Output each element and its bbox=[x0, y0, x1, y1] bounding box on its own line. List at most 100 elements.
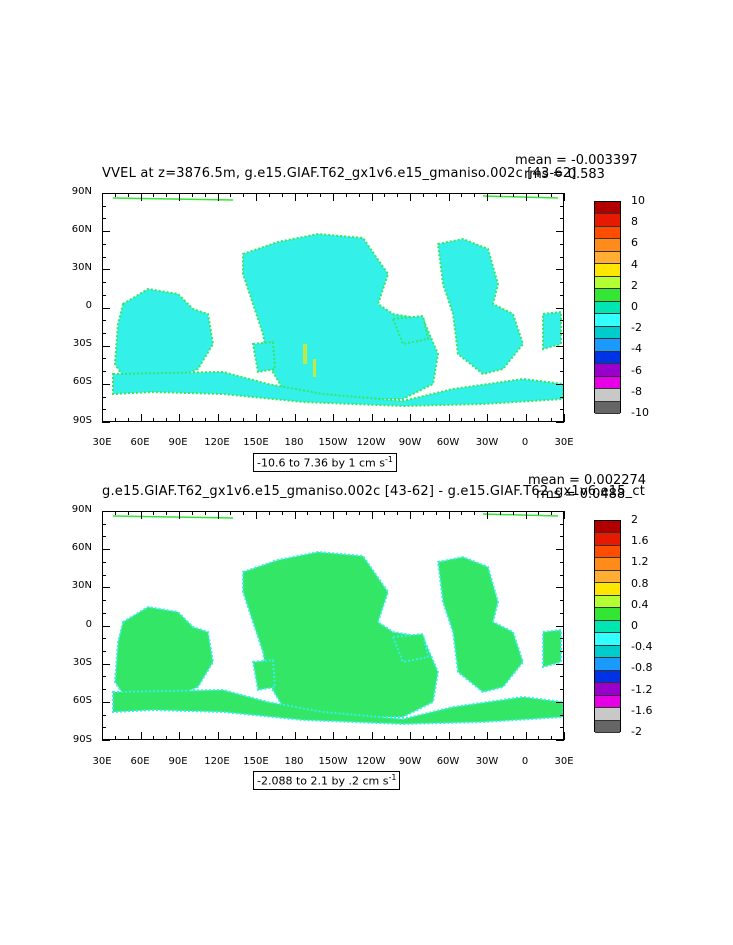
axis-tick bbox=[230, 736, 232, 740]
axis-tick bbox=[448, 414, 450, 422]
axis-tick bbox=[268, 418, 270, 422]
colorbar-swatch bbox=[595, 351, 620, 365]
axis-tick bbox=[268, 511, 270, 515]
axis-tick bbox=[204, 193, 206, 197]
axis-tick bbox=[499, 418, 501, 422]
axis-tick bbox=[556, 511, 564, 512]
range-text: -2.088 to 2.1 by .2 cm s bbox=[257, 774, 389, 788]
axis-tick bbox=[102, 414, 103, 422]
axis-tick bbox=[525, 511, 527, 519]
axis-tick bbox=[560, 689, 564, 691]
axis-tick bbox=[230, 511, 232, 515]
axis-tick bbox=[243, 511, 245, 515]
axis-tick bbox=[564, 732, 565, 740]
axis-tick bbox=[556, 663, 564, 665]
axis-tick bbox=[560, 561, 564, 563]
axis-tick bbox=[560, 358, 564, 360]
axis-tick bbox=[538, 511, 540, 515]
axis-tick bbox=[474, 511, 476, 515]
colorbar-swatch bbox=[595, 276, 620, 290]
lat-label: 0 bbox=[85, 300, 92, 311]
axis-tick bbox=[560, 409, 564, 411]
axis-tick bbox=[410, 732, 411, 740]
axis-tick bbox=[243, 736, 245, 740]
lon-label: 120E bbox=[204, 437, 230, 448]
colorbar-swatch bbox=[595, 633, 620, 646]
axis-tick bbox=[217, 511, 219, 519]
axis-tick bbox=[268, 193, 270, 197]
colorbar-swatch bbox=[595, 558, 620, 571]
axis-tick bbox=[102, 320, 106, 322]
axis-tick bbox=[102, 231, 110, 233]
colorbar-swatch bbox=[595, 620, 620, 634]
axis-tick bbox=[474, 736, 476, 740]
axis-tick bbox=[204, 418, 206, 422]
axis-tick bbox=[551, 511, 553, 515]
axis-tick bbox=[191, 193, 193, 197]
range-box: -10.6 to 7.36 by 1 cm s-1 bbox=[253, 453, 397, 472]
axis-tick bbox=[560, 371, 564, 373]
axis-tick bbox=[140, 732, 142, 740]
axis-tick bbox=[102, 650, 106, 652]
axis-tick bbox=[538, 736, 540, 740]
axis-tick bbox=[102, 587, 110, 589]
range-sup: -1 bbox=[388, 773, 397, 782]
colorbar-swatch bbox=[595, 595, 620, 609]
lon-label: 150W bbox=[318, 756, 348, 767]
colorbar-swatch bbox=[595, 533, 620, 546]
mean-label: mean = -0.003397 bbox=[515, 153, 638, 168]
colorbar-label: -10 bbox=[631, 406, 649, 419]
axis-tick bbox=[179, 732, 180, 740]
axis-tick bbox=[410, 511, 411, 519]
axis-tick bbox=[487, 732, 488, 740]
axis-tick bbox=[333, 732, 334, 740]
axis-tick bbox=[153, 193, 155, 197]
axis-tick bbox=[525, 414, 527, 422]
axis-tick bbox=[551, 418, 553, 422]
lon-label: 120W bbox=[356, 756, 386, 767]
colorbar-label: 6 bbox=[631, 236, 638, 250]
axis-tick bbox=[127, 193, 129, 197]
colorbar-swatch bbox=[595, 301, 620, 315]
lon-label: 30E bbox=[92, 756, 112, 767]
axis-tick bbox=[307, 418, 309, 422]
axis-tick bbox=[422, 511, 424, 515]
axis-tick bbox=[556, 549, 564, 551]
axis-tick bbox=[474, 193, 476, 197]
axis-tick bbox=[499, 193, 501, 197]
lon-label: 30W bbox=[475, 437, 499, 448]
colorbar-swatch bbox=[595, 214, 620, 227]
colorbar-label: 8 bbox=[631, 215, 638, 229]
map-frame bbox=[102, 193, 564, 422]
axis-tick bbox=[551, 736, 553, 740]
axis-tick bbox=[384, 736, 386, 740]
axis-tick bbox=[102, 574, 106, 576]
axis-tick bbox=[560, 256, 564, 258]
axis-tick bbox=[358, 193, 360, 197]
axis-tick bbox=[140, 511, 142, 519]
colorbar-swatch bbox=[595, 708, 620, 721]
axis-tick bbox=[560, 320, 564, 322]
axis-tick bbox=[102, 345, 110, 347]
axis-tick bbox=[358, 418, 360, 422]
axis-tick bbox=[397, 418, 399, 422]
axis-tick bbox=[333, 511, 334, 519]
lat-label: 30N bbox=[71, 580, 92, 591]
axis-tick bbox=[525, 732, 527, 740]
axis-tick bbox=[140, 414, 142, 422]
colorbar-label: -0.4 bbox=[631, 640, 653, 654]
colorbar-swatch bbox=[595, 645, 620, 659]
axis-tick bbox=[320, 511, 322, 515]
colorbar bbox=[594, 520, 621, 733]
panel-top: mean = -0.003397 rms = 0.583 VVEL at z=3… bbox=[0, 0, 733, 472]
axis-tick bbox=[294, 511, 296, 519]
axis-tick bbox=[102, 332, 106, 334]
axis-tick bbox=[102, 422, 110, 423]
lon-label: 90W bbox=[398, 756, 422, 767]
axis-tick bbox=[560, 574, 564, 576]
lon-label: 60E bbox=[130, 756, 150, 767]
colorbar-label: 10 bbox=[631, 194, 645, 207]
lon-label: 30E bbox=[554, 437, 574, 448]
axis-tick bbox=[461, 193, 463, 197]
